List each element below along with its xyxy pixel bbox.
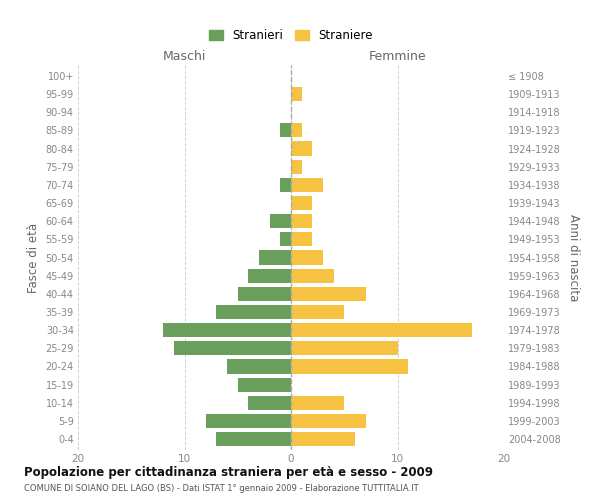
Bar [291, 142, 313, 156]
Bar [291, 214, 313, 228]
Bar [280, 124, 291, 138]
Bar [291, 250, 323, 264]
Bar [291, 196, 313, 210]
Bar [291, 305, 344, 319]
Bar [291, 286, 365, 301]
Bar [291, 124, 302, 138]
Legend: Stranieri, Straniere: Stranieri, Straniere [204, 24, 378, 47]
Bar [217, 432, 291, 446]
Bar [270, 214, 291, 228]
Bar [280, 232, 291, 246]
Text: COMUNE DI SOIANO DEL LAGO (BS) - Dati ISTAT 1° gennaio 2009 - Elaborazione TUTTI: COMUNE DI SOIANO DEL LAGO (BS) - Dati IS… [24, 484, 419, 493]
Text: Popolazione per cittadinanza straniera per età e sesso - 2009: Popolazione per cittadinanza straniera p… [24, 466, 433, 479]
Bar [227, 360, 291, 374]
Bar [291, 87, 302, 101]
Text: Maschi: Maschi [163, 50, 206, 63]
Bar [206, 414, 291, 428]
Y-axis label: Fasce di età: Fasce di età [27, 222, 40, 292]
Bar [248, 396, 291, 410]
Bar [259, 250, 291, 264]
Bar [238, 286, 291, 301]
Bar [291, 178, 323, 192]
Bar [291, 323, 472, 337]
Bar [217, 305, 291, 319]
Bar [291, 268, 334, 282]
Y-axis label: Anni di nascita: Anni di nascita [568, 214, 580, 301]
Bar [291, 432, 355, 446]
Bar [280, 178, 291, 192]
Bar [291, 160, 302, 174]
Bar [174, 341, 291, 355]
Bar [291, 341, 398, 355]
Text: Femmine: Femmine [368, 50, 427, 63]
Bar [238, 378, 291, 392]
Bar [291, 360, 408, 374]
Bar [291, 232, 313, 246]
Bar [291, 414, 365, 428]
Bar [163, 323, 291, 337]
Bar [291, 396, 344, 410]
Bar [248, 268, 291, 282]
